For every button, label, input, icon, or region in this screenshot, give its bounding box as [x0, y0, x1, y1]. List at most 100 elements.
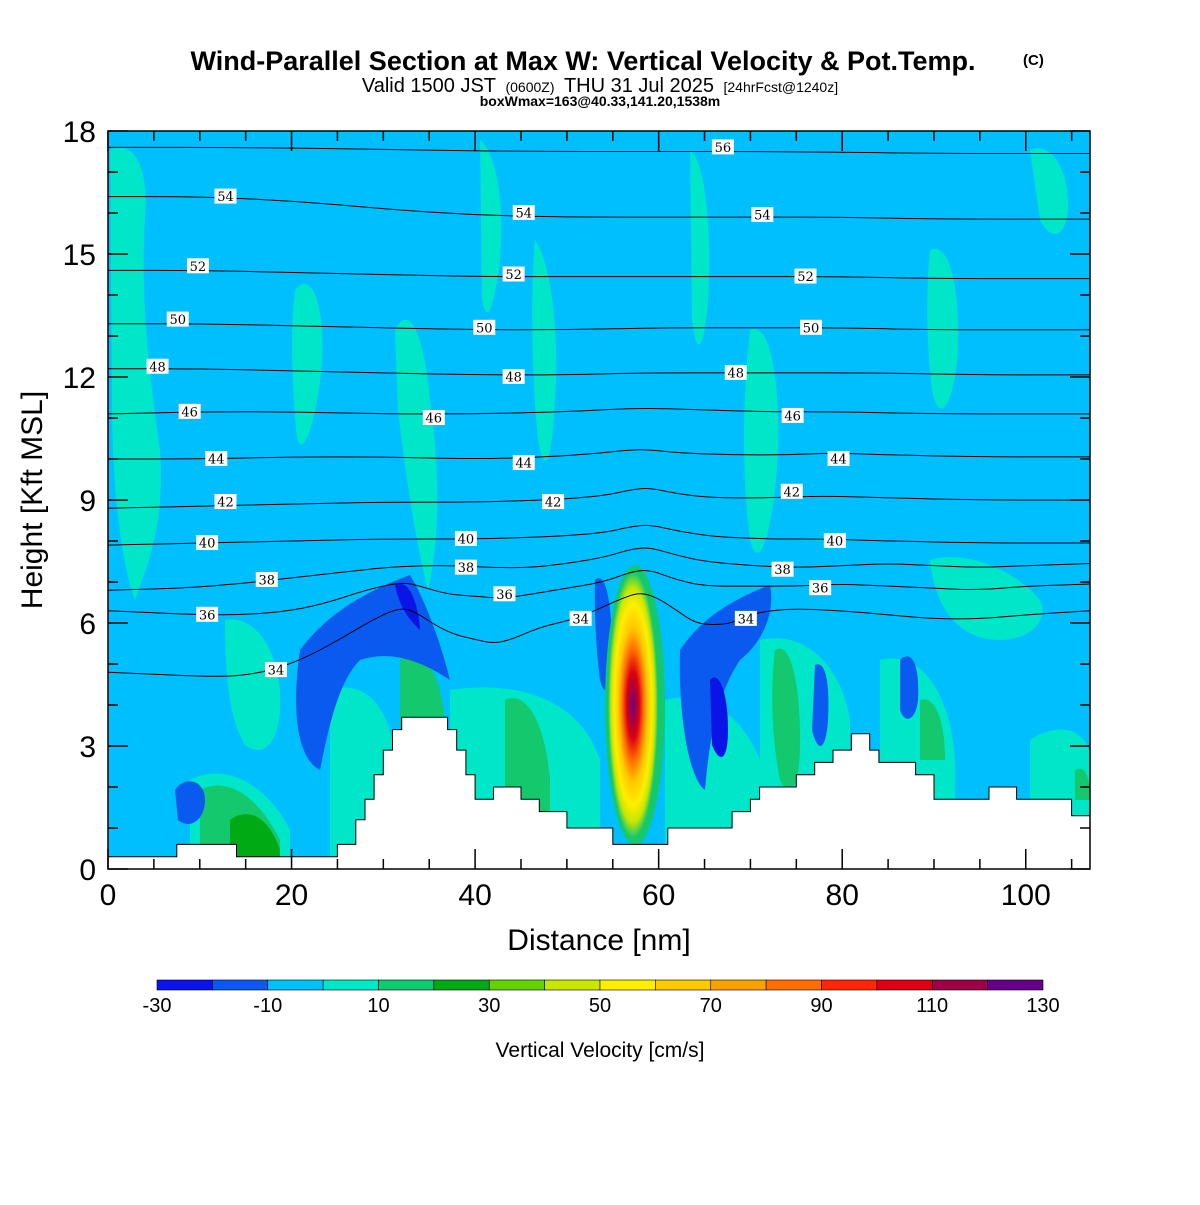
- colorbar-tick-label: 30: [478, 995, 500, 1017]
- theta-contour-46: [108, 407, 1090, 415]
- contour-label-bg: [781, 407, 804, 423]
- colorbar-swatch: [655, 979, 712, 991]
- y-tick-label: 6: [79, 608, 96, 641]
- colorbar-swatch: [378, 979, 435, 991]
- contour-label-bg: [827, 451, 850, 466]
- contour-label: 54: [217, 190, 234, 205]
- chart-title: Wind-Parallel Section at Max W: Vertical…: [191, 46, 976, 76]
- w-region-downdraft: [175, 781, 205, 824]
- w-region-updraft-strong: [230, 814, 280, 860]
- contour-label-bg: [214, 494, 237, 510]
- contour-label-bg: [794, 268, 817, 284]
- theta-contour-42: [108, 487, 1090, 509]
- contour-label: 52: [797, 270, 814, 285]
- contour-label-bg: [196, 606, 219, 622]
- contour-label: 44: [208, 453, 225, 468]
- colorbar-swatch: [212, 979, 269, 991]
- contour-label: 40: [199, 537, 216, 552]
- x-axis-label: Distance [nm]: [507, 924, 690, 957]
- contour-label-bg: [542, 494, 565, 510]
- contour-label-bg: [166, 311, 189, 327]
- contour-label: 48: [727, 366, 744, 381]
- y-tick-label: 12: [63, 362, 96, 395]
- x-tick-label: 80: [826, 879, 859, 912]
- contour-label-bg: [711, 139, 734, 155]
- contour-label-bg: [454, 530, 477, 546]
- y-tick-label: 3: [79, 731, 96, 764]
- contour-label-bg: [734, 610, 757, 626]
- x-tick-label: 20: [275, 879, 308, 912]
- contour-label-bg: [493, 586, 516, 602]
- contour-label: 48: [149, 360, 166, 375]
- contour-label-bg: [454, 559, 477, 575]
- colorbar-swatch: [931, 979, 988, 991]
- contour-label: 46: [181, 405, 198, 420]
- colorbar-swatch: [765, 979, 822, 991]
- contour-label: 42: [783, 485, 800, 500]
- contour-label-bg: [196, 535, 219, 551]
- subtitle-valid-d: [24hrFcst@1240z]: [724, 79, 839, 95]
- contour-label-bg: [780, 483, 803, 499]
- colorbar: -30 -10 10 30 50 70 90 110 130: [143, 979, 1060, 1017]
- theta-contour-52: [108, 269, 1090, 280]
- colorbar-tick-label: 50: [589, 995, 611, 1017]
- contour-label: 34: [268, 664, 285, 679]
- contour-label: 38: [774, 563, 791, 578]
- theta-contour-38: [108, 547, 1090, 591]
- subtitle-valid-b: (0600Z): [505, 79, 554, 95]
- w-region-updraft-weak: [225, 619, 281, 750]
- contour-label: 50: [476, 321, 493, 336]
- contour-label: 52: [505, 268, 522, 283]
- theta-contour-36: [108, 570, 1090, 616]
- colorbar-swatch: [876, 979, 933, 991]
- colorbar-swatch: [267, 979, 324, 991]
- y-tick-label: 15: [63, 239, 96, 272]
- contour-label: 42: [545, 496, 562, 511]
- contour-label-bg: [502, 369, 525, 384]
- w-region-updraft-moderate: [920, 699, 945, 760]
- colorbar-tick-label: 10: [367, 995, 389, 1017]
- contour-label: 48: [505, 371, 522, 386]
- contour-label-bg: [823, 533, 846, 548]
- x-tick-label: 60: [642, 879, 675, 912]
- theta-contour-56: [108, 146, 1090, 154]
- colorbar-swatch: [433, 979, 490, 991]
- terrain: [108, 716, 1090, 869]
- w-region-downdraft: [296, 575, 450, 770]
- y-axis-label: Height [Kft MSL]: [16, 391, 49, 609]
- w-region-downdraft: [679, 585, 772, 790]
- theta-contour-50: [108, 323, 1090, 331]
- contour-label-bg: [751, 207, 774, 223]
- contour-label-bg: [724, 364, 747, 380]
- colorbar-swatch: [821, 979, 878, 991]
- chart-title-suffix: (C): [1023, 52, 1044, 69]
- contour-label: 34: [572, 612, 589, 627]
- w-region-updraft-weak: [1030, 148, 1069, 234]
- colorbar-tick-label: -30: [143, 995, 172, 1017]
- colorbar-swatch: [987, 979, 1044, 991]
- y-tick-label: 0: [79, 854, 96, 887]
- contour-label-bg: [800, 319, 823, 335]
- theta-contour-44: [108, 449, 1090, 460]
- subtitle-valid-c: THU 31 Jul 2025: [564, 75, 714, 97]
- contour-label-bg: [186, 258, 209, 274]
- plot-area: 54 52 50 48 46 44 42 40 38 36 34 54 52 50 48 46 44 42 40 38…: [108, 131, 1090, 869]
- w-region-updraft-moderate: [1075, 768, 1090, 800]
- contour-label-bg: [473, 319, 496, 335]
- colorbar-swatch: [488, 979, 545, 991]
- w-region-updraft-weak: [690, 150, 710, 345]
- y-tick-label: 18: [63, 116, 96, 149]
- w-region-updraft-weak: [744, 328, 779, 553]
- colorbar-label: Vertical Velocity [cm/s]: [496, 1039, 705, 1062]
- contour-label: 36: [496, 588, 513, 603]
- contour-label-bg: [264, 662, 287, 678]
- colorbar-swatch: [156, 979, 213, 991]
- contour-label: 40: [458, 532, 475, 547]
- colorbar-swatch: [599, 979, 656, 991]
- colorbar-tick-label: 110: [916, 995, 948, 1017]
- contour-label: 38: [258, 573, 275, 588]
- x-tick-label: 100: [1001, 879, 1051, 912]
- contour-label-bg: [214, 188, 237, 204]
- y-tick-label: 9: [79, 485, 96, 518]
